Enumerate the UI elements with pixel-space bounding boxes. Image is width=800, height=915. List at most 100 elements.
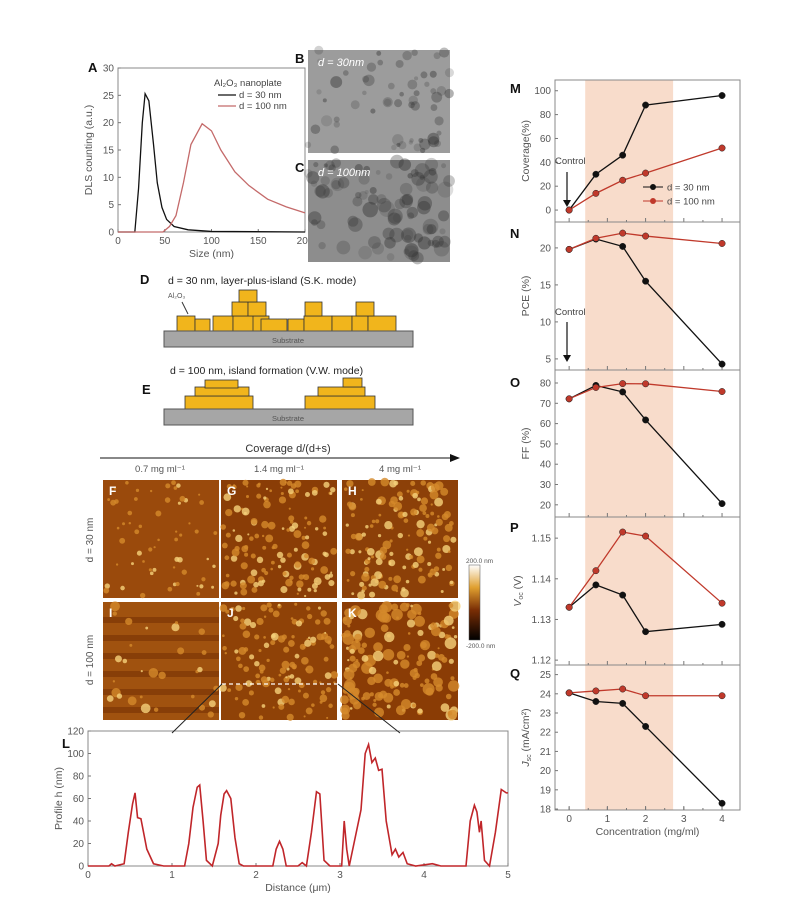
afm-grain xyxy=(330,487,336,493)
afm-grain xyxy=(425,687,434,696)
afm-grain xyxy=(258,664,266,672)
afm-grain xyxy=(427,540,432,544)
afm-grain xyxy=(382,648,395,661)
afm-grain xyxy=(134,529,140,535)
afm-grain xyxy=(242,630,251,638)
highlight-band xyxy=(585,370,674,517)
afm-grain xyxy=(194,529,199,534)
data-point xyxy=(718,360,726,368)
afm-grain xyxy=(400,659,410,669)
tem-particle xyxy=(396,142,401,148)
afm-grain xyxy=(319,681,322,684)
tem-particle xyxy=(376,50,382,56)
afm-grain xyxy=(410,508,418,516)
colorbar-max: 200.0 nm xyxy=(466,558,493,565)
panel-label-q: Q xyxy=(510,666,520,681)
afm-grain xyxy=(305,707,313,715)
afm-grain xyxy=(323,526,327,530)
afm-image-g: G xyxy=(220,478,338,598)
tem-particle xyxy=(413,90,420,97)
afm-grain xyxy=(370,578,379,587)
data-point xyxy=(642,628,650,636)
afm-grain xyxy=(346,579,350,582)
afm-grain xyxy=(130,562,134,566)
afm-grain xyxy=(176,483,181,488)
data-point xyxy=(592,234,600,242)
tem-particle xyxy=(368,194,379,205)
tem-particle xyxy=(369,186,377,195)
afm-grain xyxy=(261,704,266,708)
afm-grain xyxy=(254,533,260,539)
al2o3-nanoplate xyxy=(317,386,366,397)
afm-grain xyxy=(451,626,455,629)
panel-label-m: M xyxy=(510,81,521,96)
afm-grain xyxy=(380,477,390,487)
tem-particle xyxy=(348,217,363,232)
afm-grain xyxy=(306,520,312,526)
tem-particle xyxy=(392,213,403,223)
afm-grain xyxy=(396,616,400,620)
afm-grain xyxy=(349,696,353,700)
afm-grain xyxy=(239,582,247,590)
afm-grain xyxy=(405,603,410,608)
data-point xyxy=(642,380,650,388)
tem-particle xyxy=(436,130,442,136)
afm-grain xyxy=(351,640,361,650)
afm-grain xyxy=(351,592,355,596)
afm-grain xyxy=(349,549,355,555)
tem-particle xyxy=(310,180,318,187)
al2o3-nanoplate xyxy=(231,301,249,317)
afm-grain xyxy=(238,711,246,719)
y-axis-label: Coverage(%) xyxy=(520,120,532,182)
x-tick-label: 3 xyxy=(681,814,687,825)
afm-grain xyxy=(133,497,138,501)
tem-particle xyxy=(434,116,444,126)
tem-particle xyxy=(395,59,404,68)
afm-grain xyxy=(435,518,443,526)
afm-grain xyxy=(349,605,361,617)
afm-grain xyxy=(361,532,366,537)
afm-grain xyxy=(367,478,376,486)
y-tick-label: 21 xyxy=(540,747,552,758)
tem-particle xyxy=(375,170,381,175)
x-tick-label: 4 xyxy=(719,814,725,825)
data-point xyxy=(718,92,726,99)
afm-column-label: 1.4 mg ml⁻¹ xyxy=(254,464,304,475)
x-axis-label: Concentration (mg/ml) xyxy=(596,826,700,838)
chart-N: 5 10 15 20 PCE (%) N Control xyxy=(510,221,741,371)
afm-grain xyxy=(283,646,290,653)
al2o3-nanoplate xyxy=(351,315,369,332)
al2o3-nanoplate xyxy=(303,315,333,332)
tem-particle xyxy=(311,219,318,226)
afm-grain xyxy=(393,480,399,486)
afm-grain xyxy=(449,580,454,585)
afm-grain xyxy=(261,567,266,573)
afm-grain xyxy=(198,493,201,496)
panel-label-f: F xyxy=(109,484,116,498)
afm-grain xyxy=(244,552,249,557)
y-tick-label: 10 xyxy=(103,173,115,184)
data-point xyxy=(718,599,726,607)
data-point xyxy=(718,500,726,508)
afm-grain xyxy=(364,627,375,639)
al2o3-nanoplate xyxy=(212,315,234,332)
tem-particle xyxy=(333,121,340,128)
afm-grain xyxy=(328,703,333,709)
afm-grain xyxy=(114,655,122,663)
tem-particle xyxy=(428,167,437,176)
afm-grain xyxy=(419,640,431,651)
tem-particle xyxy=(424,157,439,172)
y-tick-label: 19 xyxy=(540,785,552,796)
afm-grain xyxy=(305,665,314,674)
afm-grain xyxy=(280,586,288,594)
y-label-main: V xyxy=(512,599,524,607)
afm-grain xyxy=(173,486,178,490)
legend-entry: d = 100 nm xyxy=(239,101,287,112)
afm-grain xyxy=(148,668,159,678)
afm-grain xyxy=(199,500,204,505)
afm-grain xyxy=(359,581,365,587)
tem-particle xyxy=(411,49,418,56)
afm-grain xyxy=(386,704,391,709)
afm-grain xyxy=(286,713,294,721)
afm-grain xyxy=(361,573,370,582)
